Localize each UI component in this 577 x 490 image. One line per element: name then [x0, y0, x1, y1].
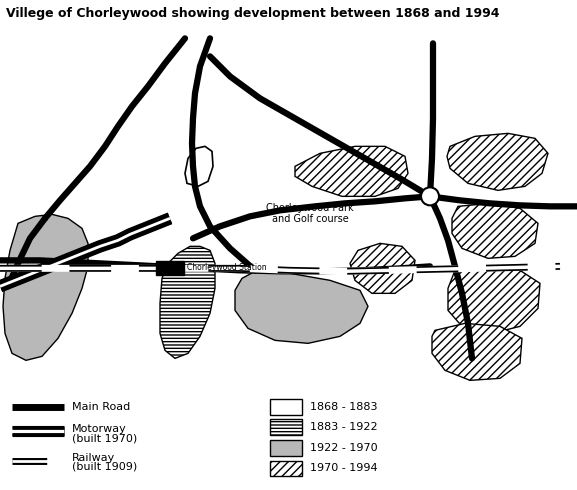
Polygon shape — [235, 271, 368, 343]
Polygon shape — [3, 214, 88, 360]
Text: Railway: Railway — [72, 453, 115, 463]
Polygon shape — [295, 147, 408, 196]
Text: Chorleywood Station: Chorleywood Station — [187, 263, 267, 272]
Bar — [270, 440, 302, 456]
Text: (built 1909): (built 1909) — [72, 462, 137, 471]
Polygon shape — [452, 203, 538, 258]
Text: (built 1970): (built 1970) — [72, 433, 137, 443]
Polygon shape — [185, 147, 213, 186]
Polygon shape — [448, 267, 540, 333]
Bar — [156, 261, 184, 275]
Text: 1970 - 1994: 1970 - 1994 — [310, 464, 377, 473]
Polygon shape — [447, 133, 548, 190]
Text: 1868 - 1883: 1868 - 1883 — [310, 402, 377, 412]
Text: Motorway: Motorway — [72, 424, 127, 434]
Polygon shape — [350, 244, 415, 294]
Text: Chorleywood Park
and Golf course: Chorleywood Park and Golf course — [266, 202, 354, 224]
Bar — [270, 419, 302, 435]
Polygon shape — [432, 323, 522, 380]
Text: 1922 - 1970: 1922 - 1970 — [310, 443, 377, 453]
Bar — [270, 461, 302, 476]
Bar — [270, 399, 302, 415]
Polygon shape — [160, 246, 215, 358]
Text: Main Road: Main Road — [72, 402, 130, 412]
Text: Villege of Chorleywood showing development between 1868 and 1994: Villege of Chorleywood showing developme… — [6, 7, 499, 21]
Text: 1883 - 1922: 1883 - 1922 — [310, 422, 377, 432]
Circle shape — [421, 187, 439, 205]
